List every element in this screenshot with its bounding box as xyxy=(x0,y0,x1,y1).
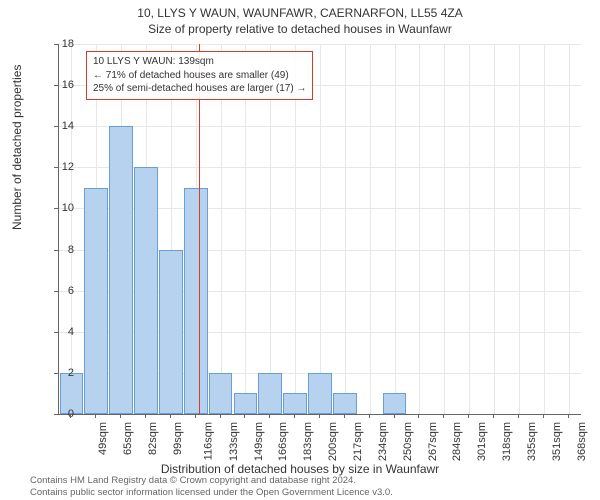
footer-line: Contains public sector information licen… xyxy=(30,487,393,498)
x-tick-label: 166sqm xyxy=(278,422,290,461)
x-tick-label: 116sqm xyxy=(202,422,214,460)
x-tick-label: 200sqm xyxy=(327,422,339,461)
histogram-bar xyxy=(283,393,307,414)
x-tick-label: 351sqm xyxy=(551,422,563,461)
x-tick-label: 368sqm xyxy=(576,422,588,461)
y-tick-label: 8 xyxy=(50,244,74,256)
x-axis-label: Distribution of detached houses by size … xyxy=(0,462,600,476)
x-tick-label: 49sqm xyxy=(97,422,109,455)
x-tick-label: 335sqm xyxy=(526,422,538,461)
histogram-bar xyxy=(258,373,282,414)
reference-annotation: 10 LLYS Y WAUN: 139sqm ← 71% of detached… xyxy=(86,51,313,100)
x-tick-label: 284sqm xyxy=(452,422,464,461)
page-title: 10, LLYS Y WAUN, WAUNFAWR, CAERNARFON, L… xyxy=(0,0,600,20)
reference-line xyxy=(199,44,200,414)
x-tick-label: 82sqm xyxy=(147,422,159,455)
x-tick-label: 234sqm xyxy=(377,422,389,461)
y-tick-label: 6 xyxy=(50,285,74,297)
histogram-bar xyxy=(109,126,133,414)
y-tick-label: 14 xyxy=(50,120,74,132)
x-tick-label: 99sqm xyxy=(172,422,184,455)
footer-text: Contains HM Land Registry data © Crown c… xyxy=(30,475,393,498)
x-tick-label: 301sqm xyxy=(476,422,488,461)
page-subtitle: Size of property relative to detached ho… xyxy=(0,20,600,36)
footer-line: Contains HM Land Registry data © Crown c… xyxy=(30,475,393,486)
annotation-line: 10 LLYS Y WAUN: 139sqm xyxy=(93,55,306,69)
x-tick-label: 250sqm xyxy=(402,422,414,461)
histogram-bar xyxy=(209,373,233,414)
x-tick-label: 183sqm xyxy=(302,422,314,461)
y-tick-label: 16 xyxy=(50,79,74,91)
histogram-bar xyxy=(333,393,357,414)
y-tick-label: 10 xyxy=(50,202,74,214)
x-tick-label: 217sqm xyxy=(352,422,364,461)
x-tick-label: 133sqm xyxy=(228,422,240,461)
histogram-bar xyxy=(84,188,108,414)
histogram-bar xyxy=(184,188,208,414)
y-tick-label: 12 xyxy=(50,161,74,173)
chart-plot-area xyxy=(58,44,580,414)
y-axis-label: Number of detached properties xyxy=(10,65,24,230)
histogram-bar xyxy=(234,393,258,414)
y-tick-label: 18 xyxy=(50,38,74,50)
histogram-bar xyxy=(159,250,183,414)
annotation-line: 25% of semi-detached houses are larger (… xyxy=(93,82,306,96)
annotation-line: ← 71% of detached houses are smaller (49… xyxy=(93,69,306,83)
x-tick-label: 318sqm xyxy=(501,422,513,461)
x-tick-label: 149sqm xyxy=(253,422,265,461)
y-tick-label: 2 xyxy=(50,367,74,379)
x-tick-label: 267sqm xyxy=(427,422,439,461)
y-tick-label: 4 xyxy=(50,326,74,338)
histogram-bar xyxy=(308,373,332,414)
x-tick-label: 65sqm xyxy=(122,422,134,455)
histogram-bar xyxy=(134,167,158,414)
histogram-bar xyxy=(383,393,407,414)
